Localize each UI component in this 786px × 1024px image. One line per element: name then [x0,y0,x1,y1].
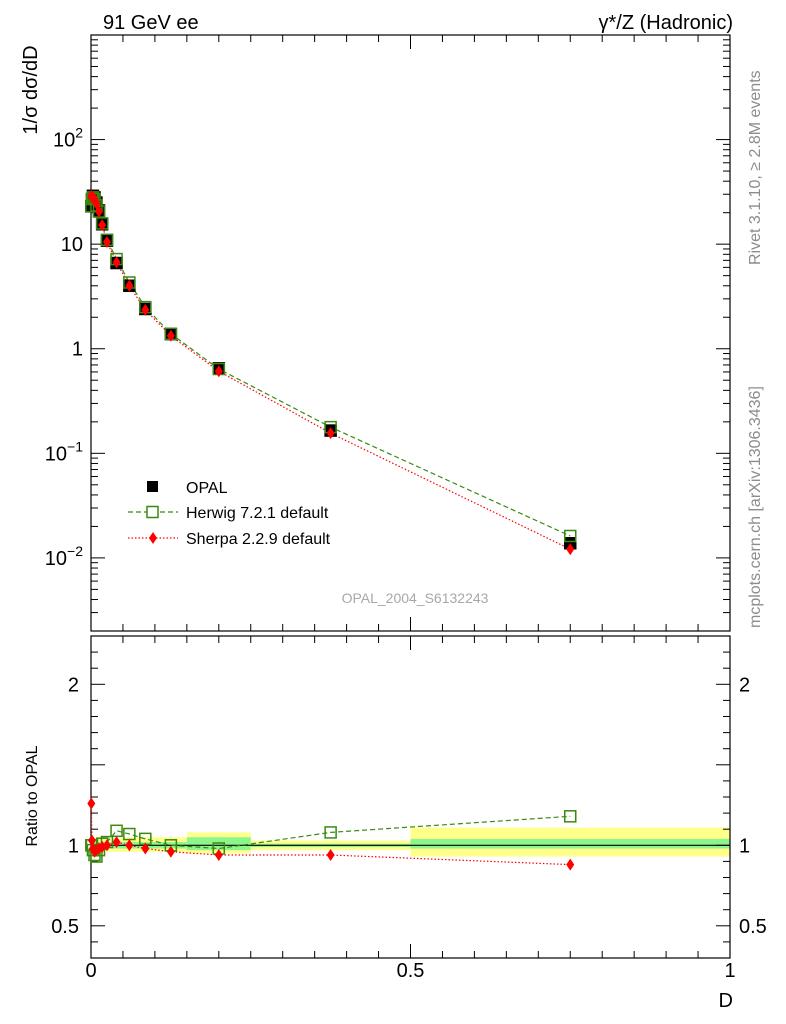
analysis-id: OPAL_2004_S6132243 [342,590,489,606]
sherpa-ratio-point [125,839,134,852]
sherpa-ratio-point [141,842,150,855]
sherpa-point [125,279,134,292]
uncertainty-bands [91,827,730,857]
sherpa-point [98,219,107,232]
main-y-tick-label: 10−1 [45,438,83,465]
legend-sherpa-label: Sherpa 2.2.9 default [186,531,331,548]
herwig-ratio-point [564,810,577,823]
ratio-y-axis-title: Ratio to OPAL [24,745,41,846]
sherpa-ratio-point [214,848,223,861]
ratio-y-tick-label: 1 [68,835,79,857]
sherpa-ratio-point [87,834,96,847]
band-inner-5 [410,838,730,849]
sherpa-ratio-point [166,845,175,858]
main-y-tick-label: 1 [72,339,83,361]
sherpa-point [141,303,150,316]
sherpa-point [94,205,103,218]
sherpa-point [326,427,335,440]
legend-sherpa-marker [149,532,157,544]
process-title: γ*/Z (Hadronic) [599,12,733,34]
x-axis-title: D [719,990,733,1012]
sherpa-point [566,543,575,556]
ratio-y-tick-label-right: 1 [739,835,750,857]
main-y-axis-title: 1/σ dσ/dD [20,45,42,134]
legend: OPAL Herwig 7.2.1 default Sherpa 2.2.9 d… [128,480,331,548]
herwig-ratio-point [324,826,337,839]
sherpa-ratio-point [326,848,335,861]
sherpa-line [90,195,571,550]
legend-herwig-label: Herwig 7.2.1 default [186,505,329,522]
ratio-y-tick-label: 0.5 [51,916,79,938]
sherpa-ratio-point [566,858,575,871]
main-y-tick-label: 10−2 [45,543,83,570]
herwig-point [564,529,577,543]
x-tick-label: 0 [85,960,96,982]
legend-opal-marker [147,481,158,492]
sherpa-point [102,235,111,248]
sherpa-ratio-point [102,839,111,852]
ratio-y-tick-label-right: 2 [739,674,750,696]
sherpa-point [166,329,175,342]
axis-ticks [90,34,731,958]
source-label: mcplots.cern.ch [arXiv:1306.3436] [747,386,764,628]
main-y-tick-label: 10 [61,234,83,256]
sherpa-ratio-point [87,797,96,810]
series-lines [90,195,571,866]
energy-title: 91 GeV ee [103,12,199,34]
legend-opal-label: OPAL [186,480,228,497]
x-tick-label: 0.5 [397,960,425,982]
ratio-frame [90,635,731,959]
sherpa-point [214,365,223,378]
ratio-y-tick-label: 2 [68,674,79,696]
data-markers [85,189,577,871]
ratio-y-tick-label-right: 0.5 [739,916,767,938]
rivet-label: Rivet 3.1.10, ≥ 2.8M events [747,70,764,265]
sherpa-ratio-point [112,836,121,849]
x-tick-label: 1 [724,960,735,982]
main-y-tick-label: 102 [53,125,83,152]
herwig-line [90,196,571,537]
legend-herwig-marker [146,505,159,519]
sherpa-point [112,256,121,269]
